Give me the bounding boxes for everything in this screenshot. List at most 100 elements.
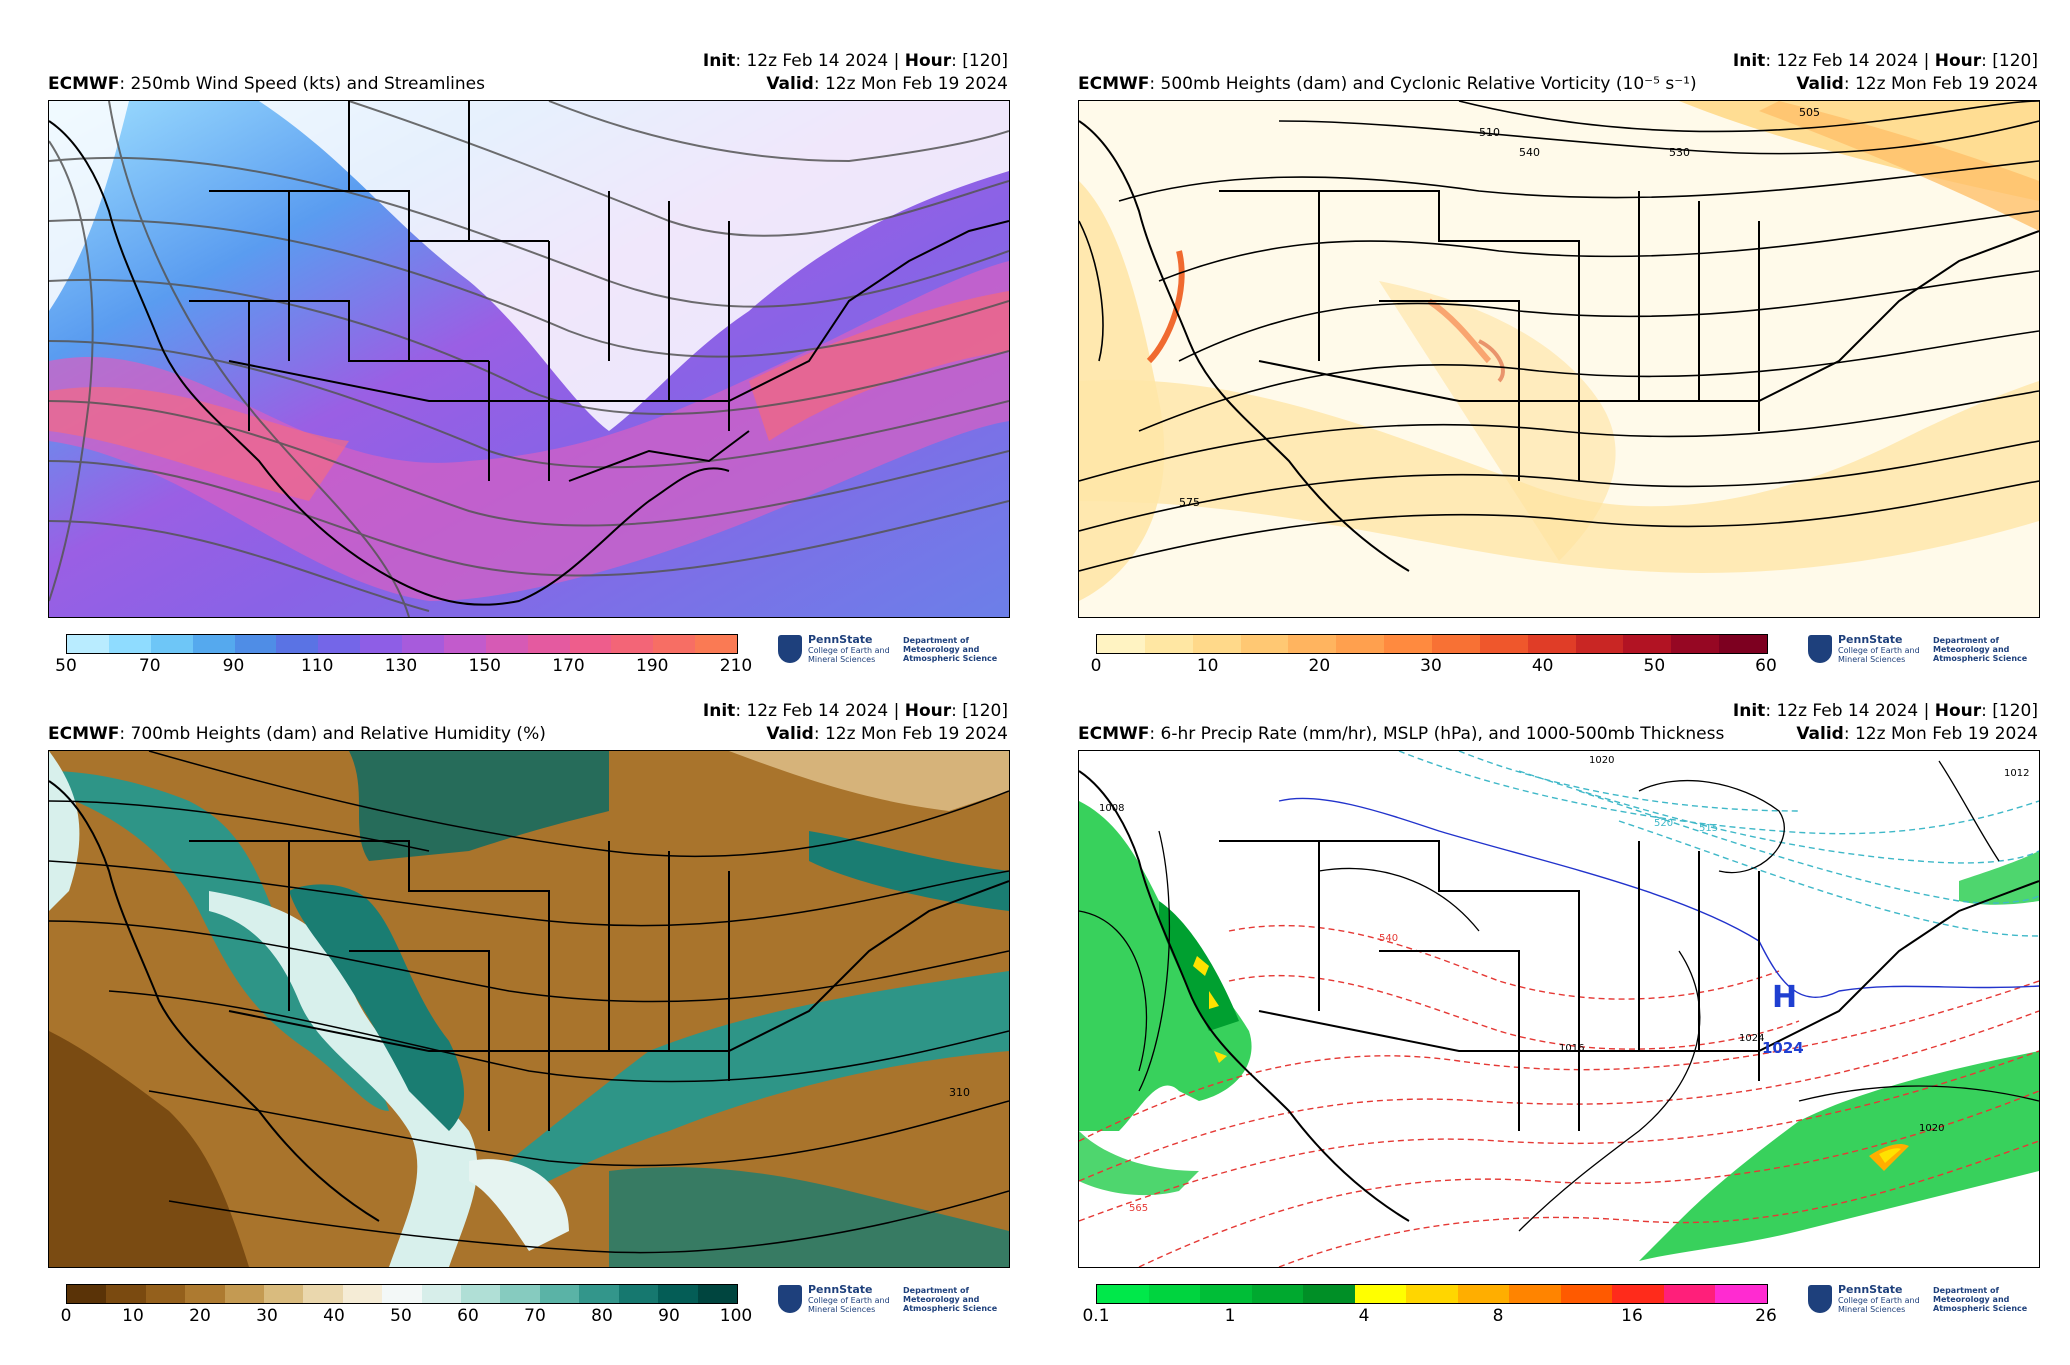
colorbar-swatch (1288, 635, 1337, 653)
colorbar-tick-label: 16 (1621, 1306, 1643, 1326)
colorbar-swatch (145, 1285, 186, 1303)
colorbar-vorticity (1096, 634, 1768, 654)
colorbar-swatch (224, 1285, 265, 1303)
map-precip: H 1024 1008 1020 1012 1016 1020 1024 540… (1078, 750, 2040, 1268)
panel-title: ECMWF: 6-hr Precip Rate (mm/hr), MSLP (h… (1078, 724, 1725, 744)
colorbar-swatch (527, 635, 570, 653)
colorbar-tick-label: 50 (390, 1306, 412, 1326)
colorbar-tick-label: 60 (457, 1306, 479, 1326)
colorbar-ticks: 50 70 90 110 130 150 170 190 210 (55, 656, 752, 678)
pennstate-logo: PennState College of Earth and Mineral S… (1808, 1283, 2028, 1319)
colorbar-swatch (579, 1285, 619, 1303)
colorbar-precip (1096, 1284, 1768, 1304)
init-line: Init: 12z Feb 14 2024 | Hour: [120] (702, 51, 1008, 71)
valid-line: Valid: 12z Mon Feb 19 2024 (766, 724, 1008, 744)
colorbar-tick-label: 0.1 (1082, 1306, 1110, 1326)
colorbar-ticks: 0 10 20 30 40 50 60 70 80 90 100 (61, 1306, 753, 1328)
colorbar-swatch (318, 635, 361, 653)
colorbar-tick-label: 50 (1643, 656, 1666, 676)
colorbar-swatch (276, 635, 319, 653)
panel-title: ECMWF: 250mb Wind Speed (kts) and Stream… (48, 74, 485, 94)
colorbar-swatch (1097, 635, 1145, 653)
colorbar-swatch (402, 635, 444, 653)
colorbar-swatch (500, 1285, 540, 1303)
colorbar-swatch (303, 1285, 343, 1303)
colorbar-tick-label: 0 (60, 1306, 72, 1326)
contour-label: 510 (1479, 126, 1500, 139)
colorbar-swatch (1336, 635, 1385, 653)
colorbar-tick-label: 8 (1492, 1306, 1504, 1326)
colorbar-tick-label: 110 (301, 656, 334, 676)
colorbar-swatch (1671, 635, 1720, 653)
pennstate-shield-icon (1808, 1285, 1832, 1313)
colorbar-tick-label: 70 (138, 656, 161, 676)
colorbar-rh (66, 1284, 738, 1304)
pennstate-logo: PennState College of Earth and Mineral S… (778, 1283, 998, 1319)
colorbar-swatch (192, 635, 235, 653)
colorbar-tick-label: 4 (1358, 1306, 1370, 1326)
contour-label: 1024 (1739, 1033, 1764, 1044)
high-pressure-value: 1024 (1762, 1039, 1804, 1057)
colorbar-swatch (234, 635, 277, 653)
colorbar-swatch (1527, 635, 1576, 653)
colorbar-tick-label: 40 (1531, 656, 1554, 676)
colorbar-tick-label: 90 (222, 656, 245, 676)
colorbar-tick-label: 170 (552, 656, 585, 676)
colorbar-swatch (1457, 1285, 1510, 1303)
pennstate-shield-icon (1808, 635, 1832, 663)
colorbar-swatch (264, 1285, 304, 1303)
contour-label: 575 (1179, 496, 1200, 509)
colorbar-swatch (1192, 635, 1241, 653)
colorbar-tick-label: 30 (1420, 656, 1442, 676)
colorbar-swatch (1612, 1285, 1664, 1303)
map-250mb (48, 100, 1010, 618)
colorbar-tick-label: 190 (636, 656, 669, 676)
colorbar-tick-label: 26 (1755, 1306, 1777, 1326)
valid-line: Valid: 12z Mon Feb 19 2024 (766, 74, 1008, 94)
colorbar-tick-label: 10 (122, 1306, 144, 1326)
colorbar-swatch (443, 635, 486, 653)
contour-label: 530 (1669, 146, 1690, 159)
colorbar-swatch (1406, 1285, 1458, 1303)
init-line: Init: 12z Feb 14 2024 | Hour: [120] (702, 701, 1008, 721)
colorbar-swatch (1240, 635, 1289, 653)
colorbar-tick-label: 90 (658, 1306, 680, 1326)
contour-label: 515 (1699, 823, 1718, 834)
pennstate-shield-icon (778, 1285, 802, 1313)
colorbar-swatch (461, 1285, 501, 1303)
colorbar-swatch (695, 635, 737, 653)
valid-line: Valid: 12z Mon Feb 19 2024 (1796, 724, 2038, 744)
colorbar-tick-label: 80 (591, 1306, 613, 1326)
contour-label: 505 (1799, 106, 1820, 119)
panel-700mb-rh: Init: 12z Feb 14 2024 | Hour: [120] ECMW… (48, 700, 1058, 1360)
panel-500mb-vorticity: Init: 12z Feb 14 2024 | Hour: [120] ECMW… (1078, 50, 2070, 710)
contour-label: 540 (1379, 933, 1398, 944)
colorbar-tick-label: 20 (1308, 656, 1331, 676)
contour-label: 1020 (1589, 755, 1614, 766)
contour-label: 1008 (1099, 803, 1124, 814)
colorbar-swatch (658, 1285, 698, 1303)
colorbar-swatch (1251, 1285, 1304, 1303)
colorbar-tick-label: 0 (1090, 656, 1102, 676)
colorbar-swatch (611, 635, 654, 653)
colorbar-tick-label: 10 (1196, 656, 1219, 676)
colorbar-swatch (1200, 1285, 1252, 1303)
contour-label: 565 (1129, 1203, 1148, 1214)
colorbar-tick-label: 60 (1755, 656, 1777, 676)
colorbar-swatch (67, 1285, 107, 1303)
colorbar-swatch (1623, 635, 1672, 653)
colorbar-ticks: 0 10 20 30 40 50 60 (1091, 656, 1777, 678)
colorbar-swatch (1479, 635, 1528, 653)
colorbar-swatch (185, 1285, 225, 1303)
contour-label: 1012 (2004, 768, 2029, 779)
pennstate-logo: PennState College of Earth and Mineral S… (1808, 633, 2028, 669)
colorbar-swatch (1144, 635, 1193, 653)
colorbar-tick-label: 50 (55, 656, 77, 676)
colorbar-swatch (108, 635, 151, 653)
colorbar-swatch (1509, 1285, 1561, 1303)
colorbar-swatch (1148, 1285, 1201, 1303)
colorbar-swatch (618, 1285, 659, 1303)
colorbar-swatch (539, 1285, 580, 1303)
colorbar-tick-label: 100 (719, 1306, 753, 1326)
contour-label: 1016 (1559, 1043, 1584, 1054)
